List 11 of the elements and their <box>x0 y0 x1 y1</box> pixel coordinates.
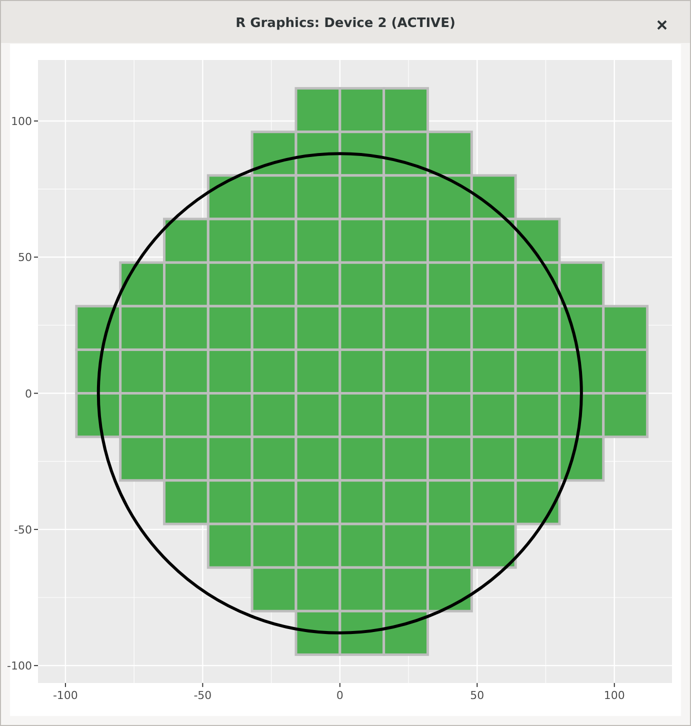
y-tick-label: -50 <box>14 523 32 536</box>
y-tick-label: 0 <box>25 387 32 400</box>
x-tick-label: 50 <box>470 689 484 702</box>
x-tick-label: -50 <box>194 689 212 702</box>
chart-title: R Graphics: Device 2 (ACTIVE) <box>236 16 456 31</box>
y-tick-label: 100 <box>11 114 32 128</box>
y-tick-label: 50 <box>18 251 32 264</box>
x-tick-label: 0 <box>336 689 344 702</box>
y-tick-label: -100 <box>7 660 32 673</box>
x-tick-label: -100 <box>52 689 78 702</box>
x-tick-label: 100 <box>604 689 625 702</box>
